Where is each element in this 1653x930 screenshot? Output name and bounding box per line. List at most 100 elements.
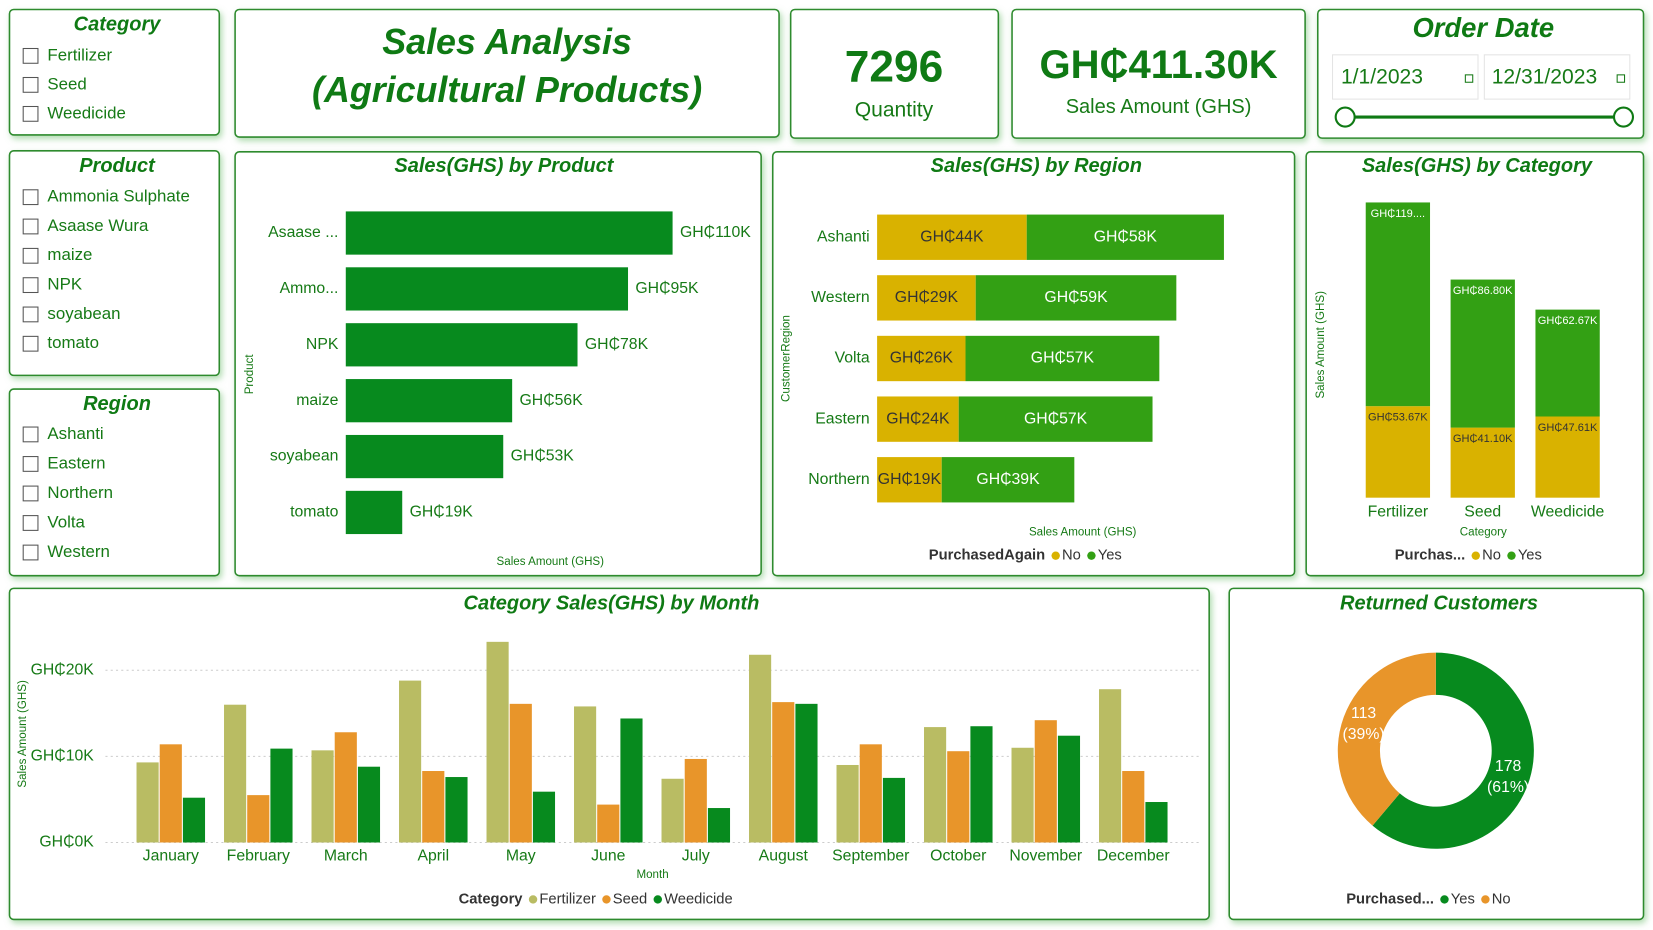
- data-label: GH₵78K: [585, 336, 649, 353]
- bar: [661, 778, 684, 843]
- slicer-item[interactable]: Eastern: [47, 453, 105, 472]
- bar-segment: [1365, 202, 1431, 407]
- x-axis-label: Sales Amount (GHS): [497, 556, 605, 568]
- checkbox[interactable]: [22, 247, 39, 264]
- data-label: GH₵62.67K: [1538, 315, 1598, 327]
- slicer-item[interactable]: Ashanti: [47, 424, 103, 443]
- legend-dot: [1087, 551, 1096, 560]
- bar: [859, 744, 882, 843]
- data-label: GH₵26K: [890, 350, 954, 367]
- bar: [772, 702, 795, 843]
- bar-segment: [1026, 214, 1224, 260]
- data-label: GH₵56K: [520, 392, 584, 409]
- x-tick-label: February: [227, 847, 290, 864]
- checkbox[interactable]: [22, 76, 39, 93]
- y-tick-label: GH₵0K: [39, 834, 94, 851]
- bar: [334, 732, 357, 843]
- bar: [422, 771, 445, 843]
- bar-segment: [877, 396, 959, 442]
- date-title: Order Date: [1412, 12, 1554, 43]
- bar: [970, 726, 993, 843]
- title: Sales Analysis: [382, 22, 632, 62]
- panel: [8, 388, 221, 577]
- checkbox[interactable]: [22, 515, 39, 531]
- checkbox[interactable]: [22, 105, 39, 122]
- bar: [882, 777, 906, 843]
- bar: [445, 777, 468, 843]
- checkbox[interactable]: [22, 485, 39, 502]
- data-label: GH₵119....: [1371, 208, 1426, 220]
- data-label: GH₵19K: [878, 471, 942, 488]
- x-tick-label: August: [759, 847, 809, 864]
- slicer-item[interactable]: Volta: [47, 512, 85, 531]
- legend-entry[interactable]: No: [1492, 891, 1511, 907]
- calendar-icon[interactable]: [1464, 74, 1474, 83]
- slicer-item[interactable]: Ammonia Sulphate: [47, 187, 189, 206]
- x-tick-label: December: [1097, 847, 1170, 864]
- donut-slice: [1372, 652, 1534, 849]
- checkbox[interactable]: [22, 335, 39, 352]
- slicer-item[interactable]: tomato: [47, 333, 99, 352]
- bar: [270, 748, 293, 843]
- checkbox[interactable]: [22, 306, 39, 323]
- checkbox[interactable]: [22, 189, 39, 206]
- checkbox[interactable]: [22, 544, 39, 561]
- slicer-item[interactable]: maize: [47, 245, 92, 264]
- panel: [1228, 587, 1645, 921]
- date-box[interactable]: [1483, 54, 1631, 100]
- slicer-item[interactable]: Seed: [47, 74, 86, 93]
- calendar-icon[interactable]: [1616, 74, 1626, 83]
- bar-segment: [941, 457, 1075, 503]
- legend-entry[interactable]: No: [1482, 548, 1501, 564]
- date-end[interactable]: 12/31/2023: [1492, 66, 1597, 89]
- slicer-item[interactable]: Western: [47, 542, 109, 561]
- legend-entry[interactable]: Weedicide: [664, 891, 733, 907]
- category-label: Ammo...: [280, 280, 339, 297]
- y-tick-label: GH₵20K: [31, 661, 95, 678]
- y-tick-label: GH₵10K: [31, 748, 95, 765]
- bar: [311, 750, 334, 843]
- bar: [486, 641, 509, 843]
- legend-dot: [1440, 895, 1449, 904]
- slicer-item[interactable]: Weedicide: [47, 103, 125, 122]
- checkbox[interactable]: [22, 426, 39, 443]
- slicer-item[interactable]: Northern: [47, 483, 113, 502]
- data-label: GH₵110K: [680, 224, 751, 241]
- slicer-item[interactable]: NPK: [47, 275, 82, 294]
- bar: [247, 795, 270, 843]
- data-label: (39%): [1342, 726, 1384, 743]
- slider-handle[interactable]: [1612, 106, 1635, 128]
- slicer-item[interactable]: Asaase Wura: [47, 216, 149, 235]
- bar: [345, 434, 504, 479]
- legend-entry[interactable]: No: [1062, 548, 1081, 564]
- category-label: Northern: [808, 471, 869, 488]
- bar: [707, 808, 731, 843]
- checkbox[interactable]: [22, 456, 39, 472]
- legend-entry[interactable]: Seed: [613, 891, 647, 907]
- data-label: GH₵59K: [1044, 289, 1108, 306]
- data-label: GH₵39K: [976, 471, 1040, 488]
- checkbox[interactable]: [22, 218, 39, 235]
- slicer-title: Product: [79, 155, 156, 177]
- data-label: GH₵95K: [635, 280, 699, 297]
- legend-dot: [1507, 551, 1516, 560]
- date-start[interactable]: 1/1/2023: [1341, 66, 1423, 89]
- data-label: GH₵29K: [895, 289, 959, 306]
- slider-handle[interactable]: [1334, 106, 1356, 128]
- x-tick-label: July: [682, 847, 710, 864]
- checkbox[interactable]: [22, 277, 39, 294]
- panel: [1316, 8, 1645, 139]
- legend-entry[interactable]: Fertilizer: [539, 891, 596, 907]
- slicer-item[interactable]: soyabean: [47, 304, 120, 323]
- legend-entry[interactable]: Yes: [1098, 548, 1122, 564]
- bar: [574, 706, 597, 843]
- legend-entry[interactable]: Yes: [1518, 548, 1542, 564]
- data-label: GH₵19K: [410, 504, 474, 521]
- chart-title: Sales(GHS) by Product: [394, 155, 614, 177]
- legend-entry[interactable]: Yes: [1451, 891, 1475, 907]
- category-label: soyabean: [270, 448, 339, 465]
- x-tick-label: November: [1009, 847, 1082, 864]
- checkbox[interactable]: [22, 47, 39, 64]
- date-box[interactable]: [1331, 54, 1479, 100]
- slicer-item[interactable]: Fertilizer: [47, 45, 112, 64]
